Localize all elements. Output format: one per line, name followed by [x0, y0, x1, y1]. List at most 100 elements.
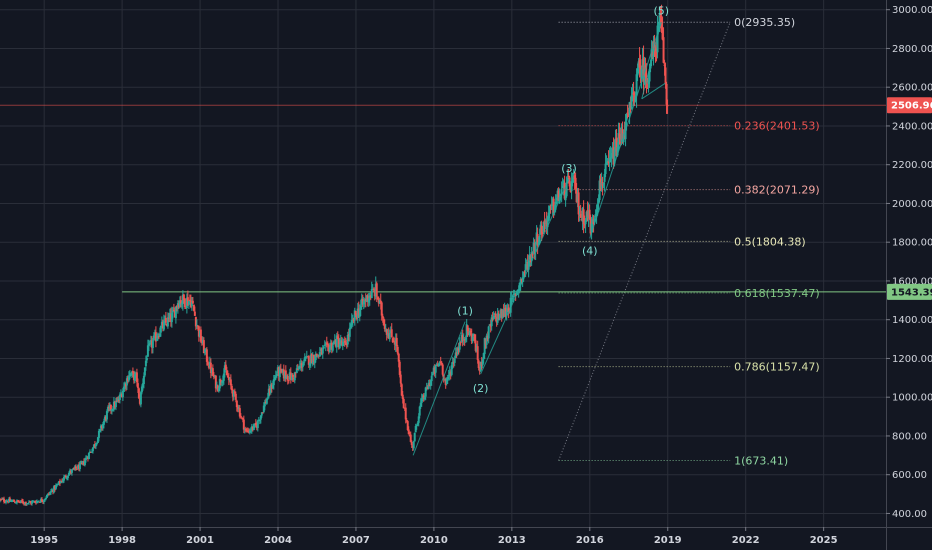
candle-body	[555, 198, 558, 201]
wave-label: (4)	[582, 244, 598, 257]
candle-body	[559, 194, 562, 196]
candle-body	[431, 373, 434, 376]
candle-body	[194, 317, 197, 327]
candle-body	[630, 95, 633, 109]
candle-body	[48, 492, 51, 495]
candle-body	[252, 424, 255, 431]
candle-body	[256, 420, 259, 429]
candle-body	[98, 429, 101, 432]
candle-body	[286, 376, 289, 381]
time-tick-label: 2010	[420, 535, 448, 546]
candle-body	[42, 500, 45, 502]
candle-body	[566, 177, 569, 183]
candle-body	[392, 340, 395, 343]
price-tick-label: 2400.00	[892, 121, 932, 132]
candle-body	[507, 307, 510, 313]
candle-body	[94, 443, 97, 447]
candle-body	[193, 311, 196, 316]
candle-body	[577, 192, 580, 215]
candle-body	[144, 360, 147, 367]
candle-body	[625, 114, 628, 121]
candle-body	[221, 380, 224, 383]
candle-body	[44, 497, 47, 500]
candle-body	[143, 367, 146, 376]
candle-body	[122, 386, 125, 392]
candle-body	[272, 379, 275, 386]
candle-body	[318, 352, 321, 357]
candle-body	[464, 337, 467, 340]
candle-body	[66, 475, 69, 479]
price-tick-label: 800.00	[892, 431, 927, 442]
candle-body	[407, 429, 410, 435]
candle-body	[56, 483, 59, 485]
candle-body	[348, 327, 351, 337]
candle-body	[385, 329, 388, 335]
candle-body	[487, 326, 490, 339]
candle-body	[349, 324, 352, 328]
candle-body	[117, 400, 120, 402]
candle-body	[632, 93, 635, 95]
candle-body	[131, 370, 134, 373]
candle-body	[413, 432, 416, 442]
elliott-wave-annotations: (1) (2) (3) (4) (5)	[412, 4, 669, 456]
candle-body	[523, 271, 526, 273]
candle-body	[4, 501, 7, 503]
wave-label: (5)	[653, 4, 669, 17]
candle-body	[638, 60, 641, 68]
time-tick-label: 2007	[342, 535, 370, 546]
candle-body	[83, 460, 86, 466]
candle-body	[14, 502, 17, 504]
candle-body	[102, 421, 105, 425]
candle-body	[28, 501, 31, 503]
candle-body	[90, 451, 93, 453]
price-tick-label: 1400.00	[892, 315, 932, 326]
candle-body	[536, 234, 539, 246]
candle-body	[479, 361, 482, 371]
candle-body	[301, 364, 304, 368]
candle-body	[174, 306, 177, 319]
time-axis[interactable]: 1995 1998 2001 2004 2007 2010 2013 2016 2019 2022…	[0, 527, 932, 546]
candle-body	[266, 397, 269, 399]
candle-body	[331, 345, 334, 351]
candle-body	[648, 69, 651, 82]
candle-body	[459, 342, 462, 344]
fibonacci-retracement[interactable]: 0(2935.35) 0.236(2401.53) 0.382(2071.29) 0.…	[558, 16, 820, 467]
wave-line	[641, 82, 666, 100]
candle-body	[106, 407, 109, 412]
candle-body	[466, 325, 469, 332]
candle-body	[524, 264, 527, 272]
candle-body	[211, 368, 214, 376]
price-badge	[887, 283, 932, 300]
candle-body	[482, 353, 485, 359]
candle-body	[16, 500, 19, 502]
candle-body	[406, 421, 409, 431]
candle-body	[505, 311, 508, 315]
candle-body	[59, 481, 62, 484]
candle-body	[446, 376, 449, 380]
candle-body	[43, 499, 46, 501]
candle-body	[412, 441, 415, 449]
candle-body	[171, 310, 174, 313]
price-tick-label: 2800.00	[892, 44, 932, 55]
candle-body	[579, 214, 582, 218]
candle-body	[492, 316, 495, 319]
candle-body	[147, 343, 150, 347]
candle-body	[429, 380, 432, 386]
candle-body	[560, 189, 563, 195]
candle-body	[136, 383, 139, 388]
candle-body	[15, 500, 18, 503]
candle-body	[322, 346, 325, 349]
candle-body	[191, 300, 194, 304]
candle-body	[647, 80, 650, 84]
candle-body	[604, 163, 607, 175]
price-axis[interactable]: 400.00 600.00 800.00 1000.00 1200.00 1400.00 1…	[886, 0, 932, 550]
candle-body	[400, 384, 403, 396]
candle-body	[30, 501, 33, 504]
candle-body	[74, 466, 77, 469]
candle-body	[278, 368, 281, 378]
candle-body	[312, 354, 315, 363]
candle-body	[341, 342, 344, 347]
candle-body	[458, 342, 461, 350]
candle-body	[424, 387, 427, 397]
